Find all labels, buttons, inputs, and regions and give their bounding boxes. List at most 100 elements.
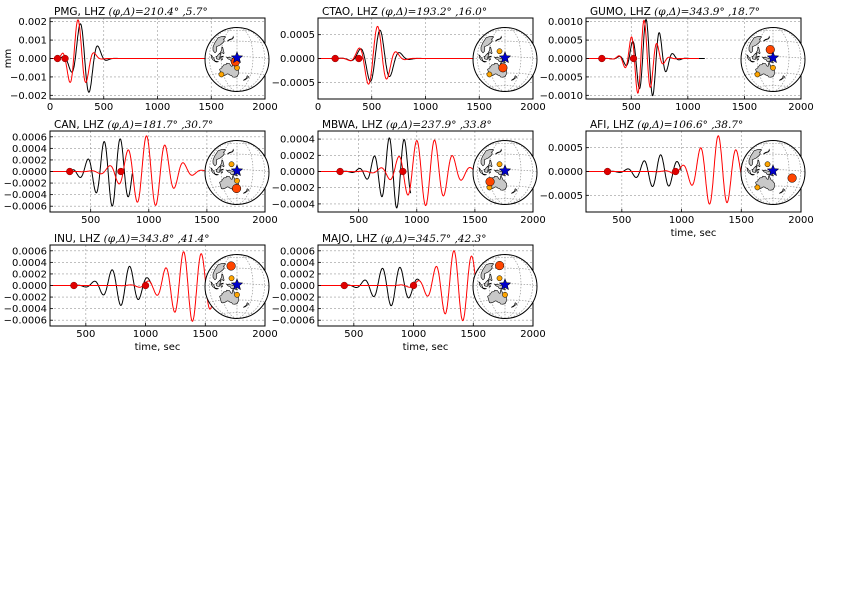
globe-landmass	[480, 263, 494, 281]
globe-landmass	[746, 167, 752, 175]
globe-meridian	[772, 27, 790, 92]
globe-meridian	[504, 140, 522, 205]
station-marker	[231, 183, 242, 194]
other-station-marker	[218, 71, 225, 78]
globe-landmass	[751, 165, 757, 173]
distance-value: 38.7°	[715, 119, 744, 131]
globe-parallel	[477, 153, 533, 157]
panel-title: MBWA, LHZ (φ,Δ)=237.9° ,33.8°	[322, 119, 492, 131]
x-axis-label: time, sec	[135, 342, 181, 353]
inset-globe-map	[204, 27, 270, 92]
y-tick-label: −0.0002	[272, 293, 315, 304]
x-tick-label: 2000	[252, 329, 277, 340]
station-marker	[498, 63, 508, 73]
globe-landmass	[212, 36, 226, 54]
inset-globe-map	[204, 140, 270, 205]
globe-outline	[740, 140, 806, 205]
phase-marker	[340, 281, 348, 290]
globe-outline	[740, 27, 806, 92]
other-station-marker	[496, 161, 503, 168]
x-tick-label: 1000	[404, 215, 429, 226]
y-tick-label: −0.0004	[272, 304, 315, 315]
azimuth-value: 193.2°	[416, 6, 451, 18]
globe-parallel	[220, 312, 254, 315]
globe-landmass	[210, 54, 216, 62]
y-tick-label: 0.0000	[280, 167, 315, 178]
station-name: CTAO	[322, 6, 350, 18]
seismogram-panel-pmg: 0 500 1000 1500 2000 −0.002 −0.001 0.000 0.001 0.…	[3, 6, 278, 113]
y-tick-label: 0.0000	[280, 54, 315, 65]
azimuth-value: 343.9°	[689, 6, 724, 18]
globe-landmass	[212, 149, 226, 167]
globe-meridian	[504, 27, 522, 92]
other-station-marker	[764, 161, 771, 168]
y-tick-label: 0.0005	[548, 36, 583, 47]
globe-parallel	[745, 40, 801, 44]
globe-meridian	[504, 254, 522, 319]
globe-landmass	[511, 188, 518, 194]
globe-parallel	[220, 198, 254, 201]
globe-landmass	[494, 148, 502, 155]
y-tick-label: −0.0006	[4, 316, 47, 327]
channel-name: LHZ	[613, 119, 634, 131]
globe-landmass	[779, 188, 786, 194]
station-marker	[787, 173, 797, 183]
globe-landmass	[220, 168, 224, 174]
globe-meridian	[488, 27, 506, 92]
globe-outline	[472, 27, 538, 92]
x-tick-label: 2000	[252, 215, 277, 226]
other-station-marker	[228, 275, 235, 282]
phase-marker	[66, 167, 74, 176]
globe-parallel	[209, 40, 265, 44]
x-tick-label: 1000	[413, 102, 438, 113]
globe-landmass	[755, 159, 761, 168]
x-tick-label: 1500	[193, 329, 218, 340]
globe-landmass	[762, 148, 770, 155]
globe-parallel	[741, 169, 805, 173]
y-tick-label: 0.0006	[12, 246, 47, 257]
y-tick-label: −0.0004	[272, 199, 315, 210]
globe-landmass	[487, 159, 493, 168]
globe-parallel	[220, 85, 254, 88]
globe-parallel	[745, 153, 801, 157]
y-tick-label: 0.0004	[12, 144, 47, 155]
channel-name: LHZ	[83, 119, 104, 131]
x-tick-label: 500	[362, 102, 381, 113]
globe-meridian	[220, 140, 238, 205]
globe-landmass	[219, 46, 225, 55]
globe-landmass	[756, 168, 760, 174]
globe-landmass	[762, 35, 770, 42]
azimuth-value: 343.8°	[139, 233, 174, 245]
globe-parallel	[756, 198, 790, 201]
globe-parallel	[477, 40, 533, 44]
phase-marker	[336, 167, 344, 176]
y-tick-label: 0.0000	[548, 167, 583, 178]
globe-outline	[472, 254, 538, 319]
globe-meridian	[756, 140, 774, 205]
panel-title: INU, LHZ (φ,Δ)=343.8° ,41.4°	[54, 233, 210, 245]
globe-landmass	[488, 282, 492, 288]
station-name: INU	[54, 233, 73, 245]
y-tick-label: 0.0006	[280, 246, 315, 257]
other-station-marker	[234, 291, 240, 298]
seismogram-panel-ctao: 0 500 1000 1500 2000 −0.0005 0.0000 0.0005 CTAO,…	[272, 6, 546, 113]
globe-meridian	[220, 27, 238, 92]
globe-landmass	[219, 273, 225, 282]
globe-landmass	[755, 175, 775, 191]
globe-landmass	[482, 173, 487, 176]
globe-landmass	[488, 168, 492, 174]
globe-landmass	[511, 302, 518, 308]
globe-parallel	[205, 56, 269, 60]
globe-parallel	[473, 169, 537, 173]
station-name: GUMO	[590, 6, 623, 18]
azimuth-value: 210.4°	[143, 6, 179, 18]
globe-parallel	[756, 85, 790, 88]
channel-name: LHZ	[356, 233, 377, 245]
y-tick-label: −0.0005	[540, 191, 583, 202]
globe-landmass	[487, 273, 493, 282]
station-marker	[495, 261, 505, 271]
y-tick-label: 0.0002	[12, 155, 47, 166]
x-tick-label: 2000	[520, 329, 545, 340]
globe-parallel	[488, 312, 522, 315]
